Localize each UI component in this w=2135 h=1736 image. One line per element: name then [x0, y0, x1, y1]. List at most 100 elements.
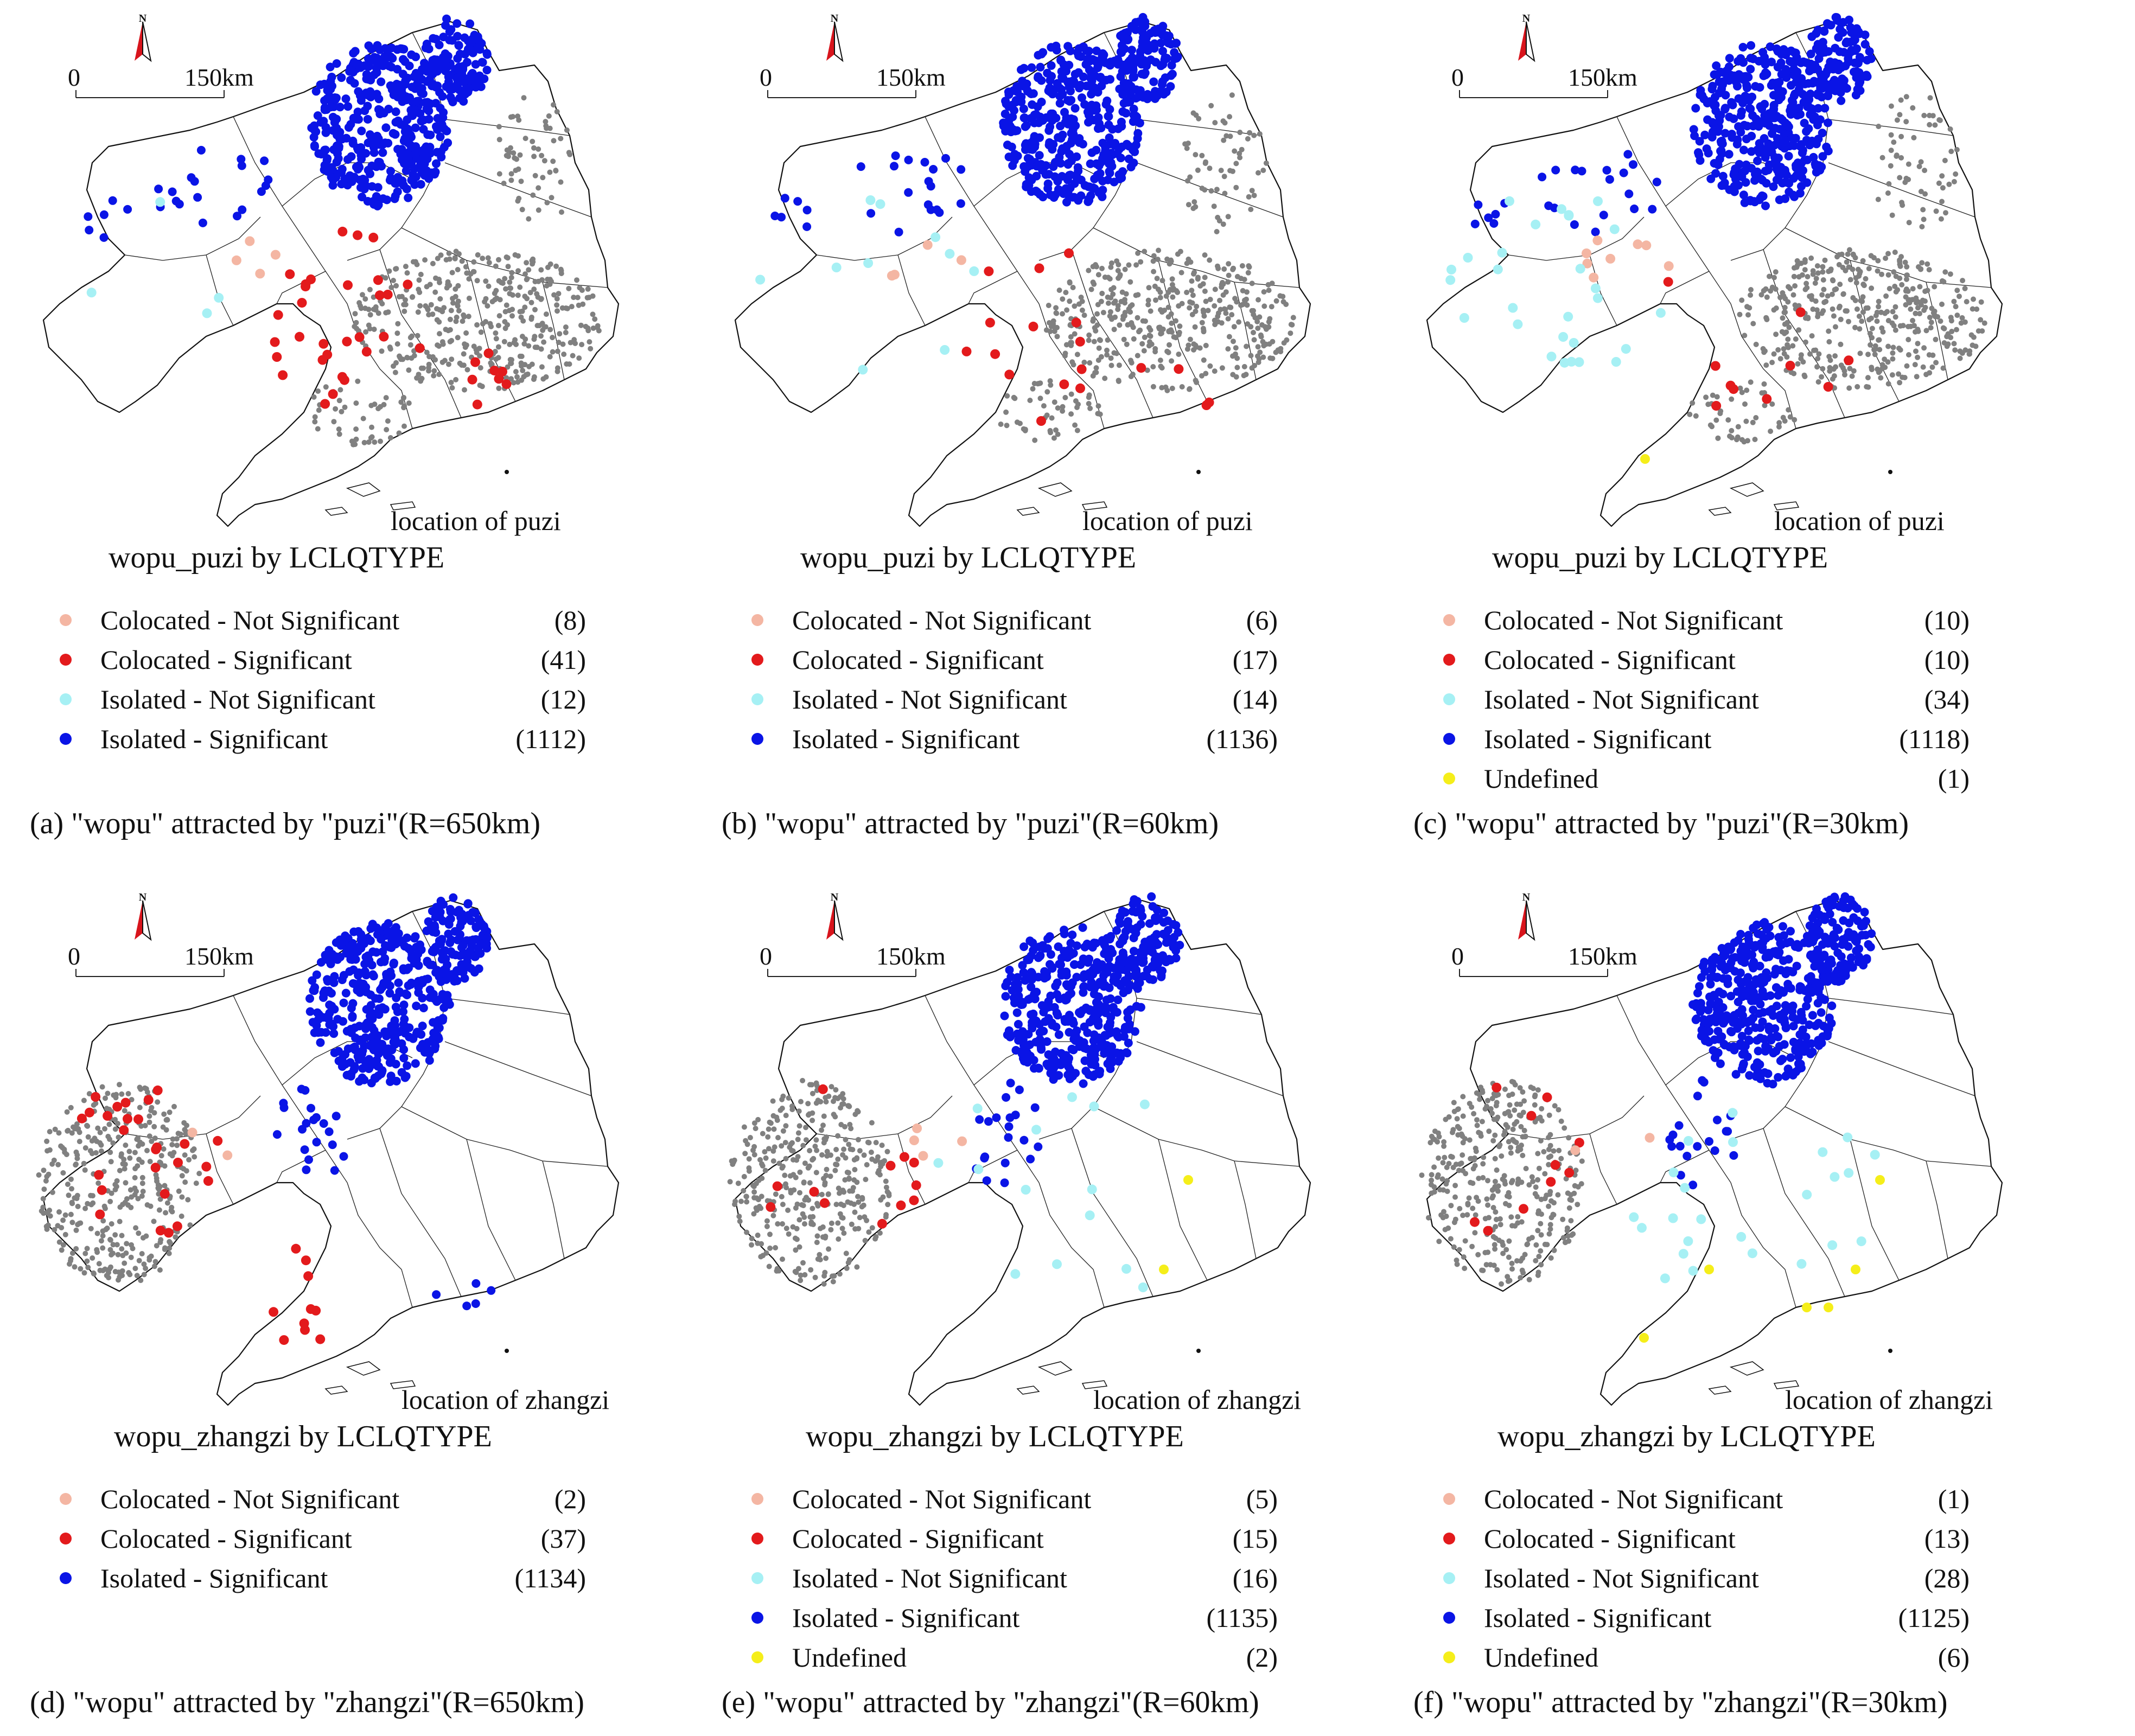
colocated-significant-point [1075, 337, 1085, 347]
colocated-significant-point [123, 1114, 132, 1124]
isolated-significant-point [1725, 150, 1734, 158]
background-point [1865, 375, 1871, 380]
background-point [862, 1214, 867, 1220]
background-point [362, 296, 368, 302]
background-point [505, 148, 510, 153]
isolated-significant-point [1097, 192, 1106, 200]
background-point [386, 269, 392, 274]
background-point [801, 1203, 806, 1208]
background-point [151, 1218, 157, 1224]
legend: Colocated - Not Significant(2)Colocated … [60, 1481, 586, 1600]
legend-label: Isolated - Not Significant [1484, 681, 1759, 717]
background-point [1964, 299, 1970, 304]
background-point [1773, 331, 1779, 337]
background-point [1917, 164, 1922, 169]
isolated-significant-point [1851, 35, 1859, 44]
background-point [477, 382, 483, 388]
background-point [751, 1189, 757, 1195]
background-point [1952, 341, 1957, 346]
background-point [833, 1161, 838, 1167]
legend-label: Undefined [1484, 761, 1598, 796]
background-point [36, 1172, 42, 1178]
background-point [1705, 401, 1711, 407]
background-point [1245, 136, 1251, 142]
background-point [549, 195, 555, 200]
background-point [841, 1096, 846, 1102]
background-point [94, 1247, 99, 1253]
background-point [153, 1259, 158, 1265]
background-point [558, 136, 563, 141]
isolated-significant-point [1119, 84, 1127, 92]
map: N [0, 879, 689, 1427]
background-point [595, 323, 601, 329]
background-point [831, 1279, 836, 1285]
background-point [826, 1246, 831, 1252]
background-point [1761, 288, 1767, 293]
background-point [863, 1177, 868, 1182]
north-arrow-icon: N [135, 891, 151, 940]
isolated-significant-point [1019, 64, 1028, 73]
background-point [1281, 299, 1286, 304]
background-point [496, 124, 502, 130]
background-point [73, 1161, 79, 1167]
background-point [107, 1150, 113, 1155]
background-point [192, 1154, 197, 1160]
background-point [446, 362, 451, 367]
isolated-not-significant-point [945, 249, 954, 259]
background-point [1748, 287, 1754, 292]
background-point [826, 1094, 831, 1099]
isolated-significant-point [1491, 210, 1500, 219]
isolated-significant-point [1050, 173, 1059, 181]
background-point [1803, 340, 1808, 345]
background-point [152, 1263, 157, 1269]
background-point [1805, 274, 1811, 279]
background-point [477, 346, 482, 351]
isolated-not-significant-point [1531, 220, 1540, 229]
background-point [1979, 328, 1985, 334]
colocated-significant-point [156, 1226, 165, 1235]
background-point [547, 354, 553, 360]
background-point [1956, 293, 1962, 299]
background-point [530, 261, 535, 267]
background-point [846, 1176, 852, 1181]
background-point [1075, 352, 1080, 357]
background-point [1170, 288, 1176, 293]
background-point [99, 1238, 104, 1243]
background-point [874, 1140, 879, 1145]
background-point [361, 416, 366, 422]
background-point [1959, 321, 1964, 326]
background-point [880, 1143, 885, 1148]
legend-title: wopu_zhangzi by LCLQTYPE [114, 1421, 492, 1452]
background-point [1764, 295, 1770, 300]
isolated-significant-point [1758, 48, 1767, 56]
background-point [394, 330, 400, 336]
background-point [1883, 256, 1888, 261]
background-point [1242, 364, 1247, 369]
background-point [130, 1246, 136, 1251]
background-point [399, 294, 405, 299]
isolated-significant-point [329, 176, 337, 184]
isolated-significant-point [394, 979, 403, 987]
background-point [755, 1241, 760, 1246]
background-point [444, 257, 449, 263]
background-point [750, 1147, 756, 1153]
background-point [416, 287, 421, 292]
colocated-significant-point [1029, 322, 1038, 331]
background-point [1837, 252, 1842, 258]
background-point [1906, 352, 1911, 358]
isolated-significant-point [1806, 66, 1814, 75]
background-point [401, 424, 407, 429]
background-point [88, 1193, 93, 1198]
isolated-significant-point [793, 197, 802, 206]
background-point [1844, 259, 1850, 265]
legend-dot-icon [1443, 773, 1455, 784]
background-point [1868, 331, 1873, 336]
background-point [91, 1271, 96, 1276]
background-point [784, 1226, 789, 1231]
isolated-significant-point [1831, 44, 1839, 53]
background-point [56, 1209, 62, 1215]
isolated-significant-point [1117, 122, 1126, 131]
background-point [828, 1227, 833, 1233]
isolated-significant-point [425, 115, 434, 124]
background-point [1229, 312, 1234, 317]
